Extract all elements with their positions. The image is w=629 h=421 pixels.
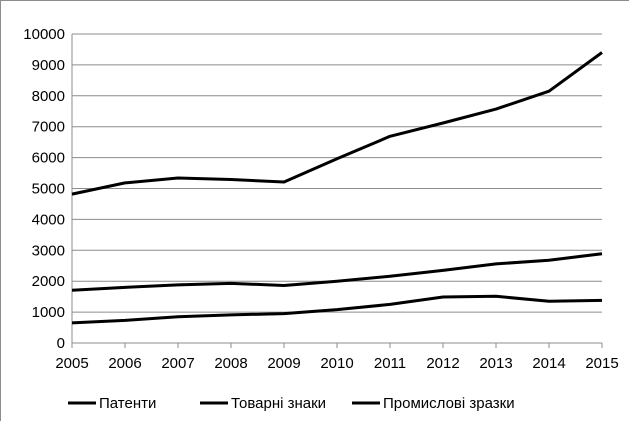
x-tick-label: 2009 [267, 355, 300, 372]
y-tick-label: 2000 [32, 273, 65, 290]
y-tick-label: 0 [57, 335, 65, 352]
x-tick-label: 2015 [585, 355, 618, 372]
x-axis-tick-labels: 2005 2006 2007 2008 2009 2010 2011 2012 2013 2014… [55, 355, 618, 372]
series-lines [71, 51, 603, 325]
legend-label: Товарні знаки [231, 395, 326, 412]
x-tick-label: 2006 [108, 355, 141, 372]
y-axis-tick-labels: 0 1000 2000 3000 4000 5000 6000 7000 8000 9000 100… [23, 26, 65, 352]
series-line-0 [71, 51, 603, 196]
y-tick-label: 6000 [32, 150, 65, 167]
x-tick-label: 2007 [161, 355, 194, 372]
y-tick-label: 9000 [32, 57, 65, 74]
y-tick-label: 5000 [32, 181, 65, 198]
x-tick-label: 2013 [479, 355, 512, 372]
gridlines [72, 33, 602, 313]
x-tick-label: 2012 [426, 355, 459, 372]
legend: Патенти Товарні знаки Промислові зразки [68, 395, 515, 412]
x-tick-label: 2010 [320, 355, 353, 372]
series-line-1 [71, 252, 603, 292]
legend-label: Промислові зразки [383, 395, 515, 412]
y-tick-label: 7000 [32, 119, 65, 136]
x-tick-label: 2011 [374, 355, 406, 372]
y-tick-label: 1000 [32, 304, 65, 321]
y-tick-label: 10000 [23, 26, 65, 43]
y-tick-label: 3000 [32, 242, 65, 259]
series-line-2 [71, 294, 603, 325]
y-tick-label: 8000 [32, 88, 65, 105]
legend-label: Патенти [99, 395, 156, 412]
x-tick-label: 2005 [55, 355, 88, 372]
x-tick-label: 2014 [532, 355, 565, 372]
x-tick-label: 2008 [214, 355, 247, 372]
axes [71, 34, 603, 348]
y-tick-label: 4000 [32, 211, 65, 228]
